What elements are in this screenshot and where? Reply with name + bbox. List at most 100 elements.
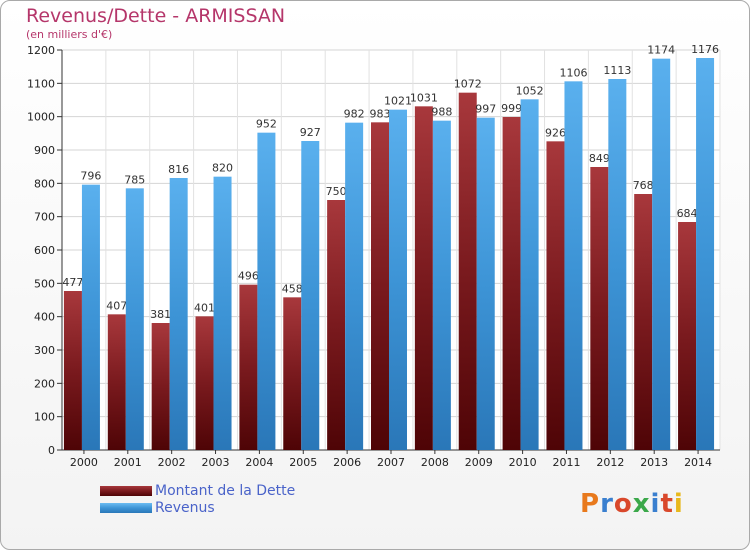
bar-revenus-2000 (81, 184, 100, 450)
logo-letter: t (660, 489, 674, 519)
y-tick-label-500: 500 (34, 277, 55, 290)
logo-letter: P (580, 489, 601, 519)
x-tick-label-2008: 2008 (421, 456, 449, 469)
legend-swatch-revenus (100, 503, 152, 513)
bar-dette-2003 (195, 316, 214, 450)
bar-dette-2007 (371, 122, 389, 450)
data-label-dette-2000: 477 (62, 276, 83, 289)
data-label-revenus-2006: 982 (344, 108, 365, 121)
data-label-dette-2014: 684 (677, 207, 698, 220)
y-tick-label-600: 600 (34, 244, 55, 257)
y-tick-label-900: 900 (34, 144, 55, 157)
bar-dette-2006 (327, 200, 346, 450)
x-tick-label-2007: 2007 (377, 456, 405, 469)
data-label-revenus-2011: 1106 (559, 66, 587, 79)
x-tick-label-2005: 2005 (289, 456, 317, 469)
data-label-revenus-2014: 1176 (691, 43, 719, 56)
y-tick-label-400: 400 (34, 311, 55, 324)
bar-dette-2000 (63, 291, 82, 450)
logo-letter: r (600, 489, 614, 519)
bar-dette-2001 (107, 314, 126, 450)
chart-subtitle: (en milliers d'€) (26, 28, 113, 41)
x-tick-label-2011: 2011 (552, 456, 580, 469)
x-tick-label-2002: 2002 (158, 456, 186, 469)
logo-letter: o (613, 489, 633, 519)
x-tick-label-2014: 2014 (684, 456, 712, 469)
logo-letter: i (650, 489, 661, 519)
bar-revenus-2003 (213, 176, 232, 450)
data-label-revenus-2009: 997 (475, 103, 496, 116)
data-label-dette-2004: 496 (238, 270, 259, 283)
logo-letter: x (632, 489, 651, 519)
y-tick-label-1200: 1200 (27, 44, 55, 57)
y-tick-label-100: 100 (34, 411, 55, 424)
y-tick-label-700: 700 (34, 211, 55, 224)
logo-letter: i (673, 489, 684, 519)
x-tick-label-2003: 2003 (202, 456, 230, 469)
bar-revenus-2007 (389, 109, 407, 451)
legend-label-dette: Montant de la Dette (155, 483, 296, 499)
bar-revenus-2001 (125, 188, 144, 451)
y-tick-label-200: 200 (34, 377, 55, 390)
data-label-revenus-2004: 952 (256, 118, 277, 131)
bar-revenus-2013 (652, 58, 671, 451)
chart-title: Revenus/Dette - ARMISSAN (26, 5, 286, 27)
y-tick-label-300: 300 (34, 344, 55, 357)
data-label-dette-2012: 849 (589, 152, 610, 165)
x-tick-label-2000: 2000 (70, 456, 98, 469)
x-tick-label-2004: 2004 (245, 456, 273, 469)
data-label-revenus-2005: 927 (300, 126, 321, 139)
data-label-dette-2003: 401 (194, 301, 215, 314)
bar-revenus-2014 (696, 58, 715, 450)
data-label-revenus-2003: 820 (212, 162, 233, 175)
bar-dette-2011 (546, 141, 565, 451)
data-label-dette-2011: 926 (545, 126, 566, 139)
y-tick-label-0: 0 (48, 444, 55, 457)
data-label-revenus-2002: 816 (168, 163, 189, 176)
bar-dette-2012 (590, 167, 609, 450)
legend-swatch-dette (100, 486, 152, 496)
x-tick-label-2012: 2012 (596, 456, 624, 469)
y-tick-label-1000: 1000 (27, 111, 55, 124)
data-label-revenus-2013: 1174 (647, 44, 675, 57)
bar-revenus-2005 (301, 141, 320, 450)
data-label-dette-2001: 407 (106, 299, 127, 312)
bar-revenus-2004 (257, 132, 276, 450)
bar-revenus-2002 (169, 178, 188, 450)
bar-dette-2008 (414, 106, 433, 450)
bar-revenus-2012 (608, 79, 627, 450)
data-label-dette-2010: 999 (501, 102, 522, 115)
legend-label-revenus: Revenus (155, 500, 215, 516)
x-tick-label-2009: 2009 (465, 456, 493, 469)
bar-dette-2005 (283, 297, 302, 450)
bar-dette-2014 (678, 222, 697, 450)
data-label-revenus-2012: 1113 (603, 64, 631, 77)
data-label-revenus-2001: 785 (124, 173, 145, 186)
bar-dette-2009 (458, 92, 477, 451)
x-tick-label-2013: 2013 (640, 456, 668, 469)
data-label-revenus-2010: 1052 (516, 84, 544, 97)
data-label-dette-2013: 768 (633, 179, 654, 192)
bar-revenus-2011 (564, 81, 583, 450)
bar-dette-2004 (239, 284, 258, 450)
x-tick-label-2010: 2010 (509, 456, 537, 469)
proxiti-logo: Proxiti (580, 489, 684, 519)
bar-revenus-2009 (476, 117, 495, 451)
data-label-dette-2007: 983 (370, 107, 391, 120)
y-tick-label-1100: 1100 (27, 77, 55, 90)
data-label-dette-2008: 1031 (410, 91, 438, 104)
data-label-dette-2009: 1072 (454, 78, 482, 91)
data-label-dette-2002: 381 (150, 308, 171, 321)
data-label-revenus-2007: 1021 (384, 95, 412, 108)
x-tick-label-2001: 2001 (114, 456, 142, 469)
bar-dette-2013 (634, 194, 653, 450)
x-tick-label-2006: 2006 (333, 456, 361, 469)
bar-dette-2002 (151, 323, 170, 450)
bar-dette-2010 (502, 117, 521, 450)
bar-revenus-2010 (520, 99, 539, 450)
bar-revenus-2008 (432, 120, 451, 451)
data-label-dette-2006: 750 (326, 185, 347, 198)
data-label-revenus-2008: 988 (431, 106, 452, 119)
data-label-revenus-2000: 796 (80, 170, 101, 183)
